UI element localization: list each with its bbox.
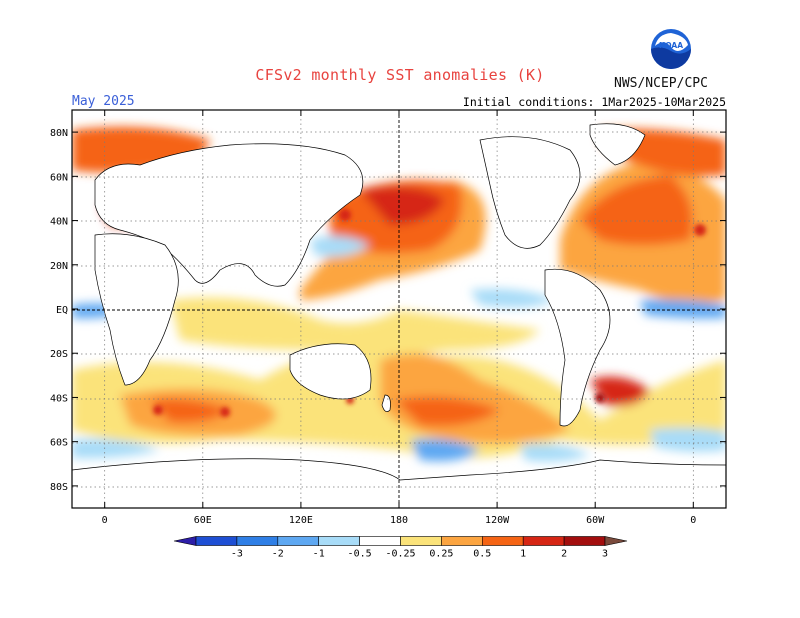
colorbar-box <box>236 536 279 546</box>
latitude-labels: 80N 60N 40N 20N EQ 20S 40S 60S 80S <box>50 128 68 493</box>
target-month: May 2025 <box>72 94 135 109</box>
lat-label: EQ <box>56 305 68 316</box>
colorbar-label: -0.5 <box>348 549 372 560</box>
colorbar-label: -1 <box>313 549 325 560</box>
colorbar-labels: -3 -2 -1 -0.5 -0.25 0.25 0.5 1 2 3 <box>231 549 608 560</box>
lat-label: 40N <box>50 217 68 228</box>
lon-label: 120E <box>289 515 313 526</box>
colorbar <box>173 536 628 546</box>
colorbar-box <box>522 536 565 546</box>
grid-lines <box>72 110 726 508</box>
colorbar-label: -3 <box>231 549 243 560</box>
colorbar-low-arrow <box>173 536 197 546</box>
lat-label: 60S <box>50 438 68 449</box>
lat-label: 20N <box>50 261 68 272</box>
lon-label: 60W <box>586 515 605 526</box>
colorbar-label: 0.5 <box>473 549 491 560</box>
noaa-logo-text: NOAA <box>659 41 683 50</box>
colorbar-box <box>563 536 606 546</box>
colorbar-label: 3 <box>602 549 608 560</box>
anomaly-field <box>72 110 726 508</box>
colorbar-box <box>195 536 238 546</box>
agency-label: NWS/NCEP/CPC <box>614 76 708 91</box>
continents <box>72 123 726 508</box>
lat-label: 20S <box>50 349 68 360</box>
lon-label: 0 <box>102 515 108 526</box>
colorbar-box <box>318 536 360 546</box>
colorbar-label: 1 <box>520 549 526 560</box>
colorbar-label: -2 <box>272 549 284 560</box>
lon-label: 60E <box>194 515 212 526</box>
colorbar-box <box>481 536 524 546</box>
lat-label: 80S <box>50 482 68 493</box>
colorbar-box <box>441 536 483 546</box>
colorbar-box <box>277 536 319 546</box>
longitude-labels: 0 60E 120E 180 120W 60W 0 <box>102 515 697 526</box>
colorbar-high-arrow <box>604 536 628 546</box>
axis-ticks <box>72 110 726 508</box>
colorbar-label: 2 <box>561 549 567 560</box>
colorbar-box <box>400 536 442 546</box>
initial-conditions: Initial conditions: 1Mar2025-10Mar2025 <box>462 95 726 109</box>
colorbar-box <box>359 536 401 546</box>
lon-label: 120W <box>485 515 510 526</box>
lon-label: 180 <box>390 515 408 526</box>
colorbar-label: -0.25 <box>385 549 415 560</box>
noaa-logo: NOAA <box>650 28 692 74</box>
lon-label: 0 <box>690 515 696 526</box>
lat-label: 40S <box>50 393 68 404</box>
lat-label: 60N <box>50 172 68 183</box>
map-title: CFSv2 monthly SST anomalies (K) <box>255 66 545 84</box>
lat-label: 80N <box>50 128 68 139</box>
colorbar-label: 0.25 <box>429 549 453 560</box>
reference-lines <box>72 110 726 508</box>
